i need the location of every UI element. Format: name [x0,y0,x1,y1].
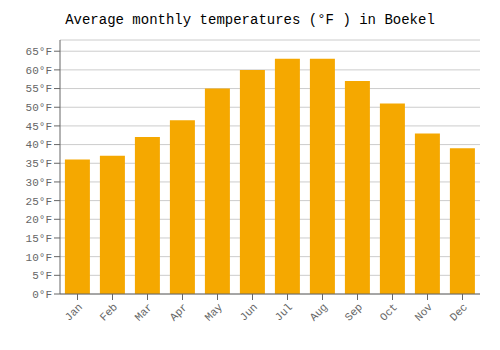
svg-text:55°F: 55°F [26,83,52,95]
html-text:Average monthly temperatures (: Average monthly temperatures (°F ) in Bo… [65,12,435,28]
svg-text:15°F: 15°F [26,233,52,245]
svg-text:Oct: Oct [378,301,400,323]
svg-text:30°F: 30°F [26,177,52,189]
svg-text:Sep: Sep [343,301,365,323]
svg-text:Feb: Feb [98,301,120,323]
svg-text:45°F: 45°F [26,121,52,133]
svg-text:25°F: 25°F [26,196,52,208]
svg-text:5°F: 5°F [32,270,52,282]
svg-text:0°F: 0°F [32,289,52,301]
svg-text:Dec: Dec [448,301,470,323]
svg-text:50°F: 50°F [26,102,52,114]
svg-text:65°F: 65°F [26,46,52,58]
svg-text:Apr: Apr [168,301,190,323]
svg-text:Jul: Jul [273,301,295,323]
svg-text:Nov: Nov [413,301,436,324]
svg-text:Jan: Jan [63,301,85,323]
svg-text:40°F: 40°F [26,139,52,151]
svg-text:20°F: 20°F [26,214,52,226]
svg-text:35°F: 35°F [26,158,52,170]
svg-text:May: May [203,301,226,324]
svg-text:10°F: 10°F [26,252,52,264]
svg-text:60°F: 60°F [26,65,52,77]
svg-text:Aug: Aug [308,301,330,323]
svg-text:Jun: Jun [238,301,260,323]
svg-text:Mar: Mar [133,301,155,323]
